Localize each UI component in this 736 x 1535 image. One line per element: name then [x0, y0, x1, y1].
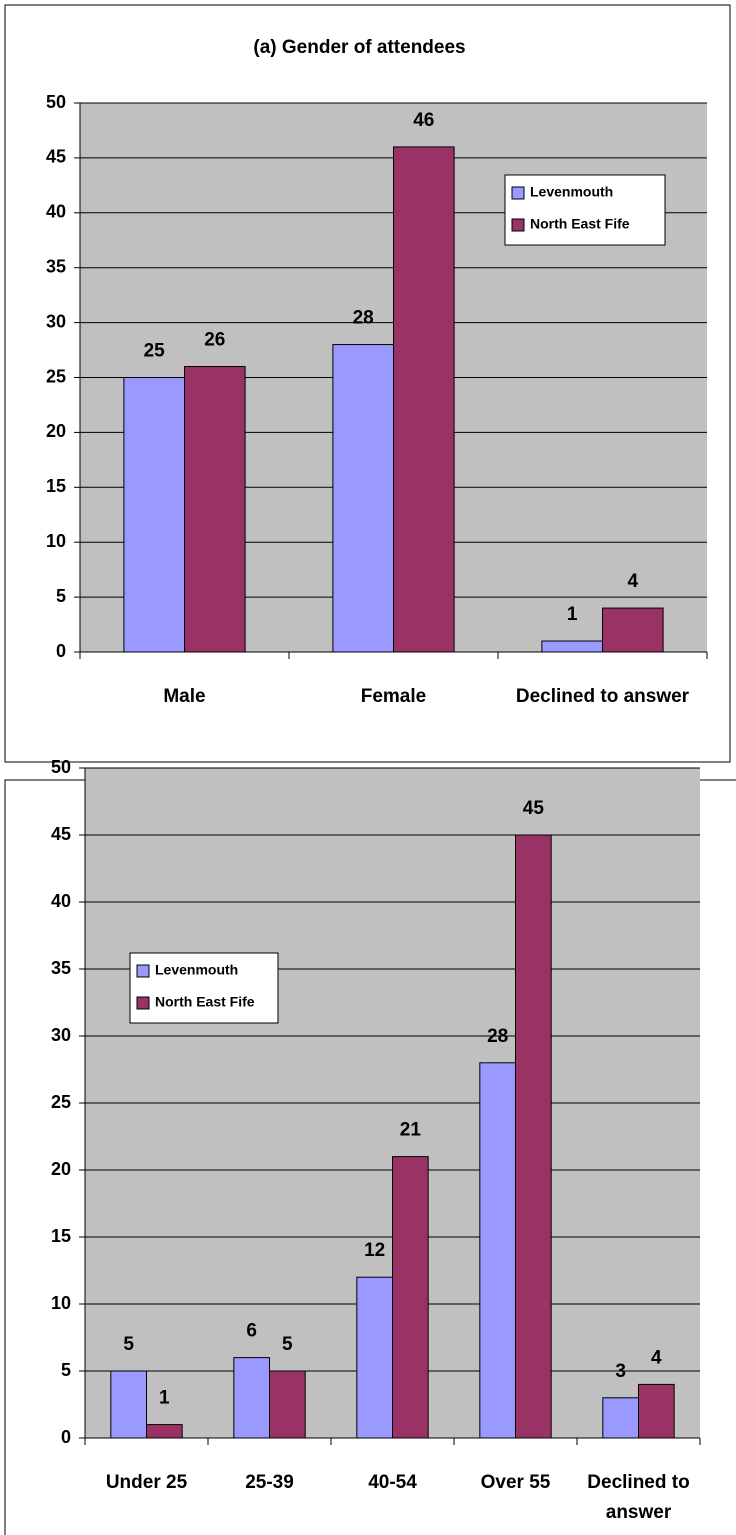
y-tick-label: 30: [46, 311, 66, 331]
y-tick-label: 5: [56, 586, 66, 606]
data-label: 4: [628, 571, 639, 592]
legend-swatch: [136, 996, 150, 1010]
data-label: 4: [651, 1347, 662, 1368]
x-tick-label: 25-39: [245, 1472, 294, 1493]
y-tick-label: 50: [51, 757, 71, 777]
y-tick-label: 25: [46, 366, 66, 386]
data-label: 28: [487, 1026, 508, 1047]
bar: [332, 344, 395, 653]
y-tick-label: 45: [46, 147, 66, 167]
y-tick-label: 15: [46, 476, 66, 496]
x-tick-label: Female: [360, 686, 427, 707]
data-label: 1: [567, 604, 578, 625]
chart-title: (a) Gender of attendees: [253, 37, 465, 58]
y-tick-label: 20: [46, 421, 66, 441]
data-label: 46: [413, 110, 434, 131]
bar: [602, 607, 664, 653]
data-label: 6: [246, 1321, 257, 1342]
data-label: 25: [144, 341, 166, 362]
x-tick-label: Male: [163, 686, 206, 707]
bar: [233, 1357, 270, 1439]
legend-label: North East Fife: [530, 216, 630, 232]
data-label: 5: [282, 1334, 293, 1355]
data-label: 12: [364, 1240, 385, 1261]
bar: [269, 1370, 306, 1439]
legend-swatch: [511, 186, 525, 200]
data-label: 21: [400, 1120, 422, 1141]
legend-label: Levenmouth: [530, 184, 613, 200]
legend-swatch: [511, 218, 525, 232]
data-label: 1: [159, 1388, 170, 1409]
y-tick-label: 50: [46, 92, 66, 112]
y-tick-label: 5: [61, 1360, 71, 1380]
legend-label: Levenmouth: [155, 962, 238, 978]
y-tick-label: 45: [51, 824, 71, 844]
data-label: 3: [615, 1361, 626, 1382]
y-tick-label: 30: [51, 1025, 71, 1045]
bar: [146, 1424, 183, 1439]
bar: [638, 1383, 675, 1439]
y-tick-label: 15: [51, 1226, 71, 1246]
bar: [602, 1397, 640, 1439]
x-tick-label: Over 55: [480, 1472, 551, 1493]
data-label: 26: [204, 330, 225, 351]
bar: [541, 640, 604, 653]
y-tick-label: 35: [46, 256, 66, 276]
bar: [123, 377, 185, 653]
x-tick-label: Under 25: [105, 1472, 188, 1493]
y-tick-label: 20: [51, 1159, 71, 1179]
y-tick-label: 25: [51, 1092, 71, 1112]
legend-swatch: [136, 964, 150, 978]
y-tick-label: 0: [61, 1427, 71, 1447]
x-tick-label: Declined to answer: [515, 686, 690, 707]
x-tick-label: 40-54: [368, 1472, 417, 1493]
y-tick-label: 10: [46, 531, 66, 551]
x-tick-label: Declined to answer: [587, 1472, 690, 1523]
bar: [392, 1156, 429, 1439]
y-tick-label: 0: [56, 641, 66, 661]
y-tick-label: 35: [51, 958, 71, 978]
bar: [515, 834, 552, 1439]
data-label: 45: [523, 798, 545, 819]
bar: [184, 366, 246, 653]
y-tick-label: 40: [51, 891, 71, 911]
bar: [110, 1370, 147, 1439]
data-label: 5: [123, 1334, 134, 1355]
bar: [479, 1062, 516, 1439]
y-tick-label: 10: [51, 1293, 71, 1313]
legend-label: North East Fife: [155, 994, 255, 1010]
legend-box: [129, 952, 279, 1024]
bar: [356, 1276, 393, 1439]
bar: [393, 146, 455, 653]
legend-box: [504, 174, 666, 246]
data-label: 28: [353, 308, 374, 329]
y-tick-label: 40: [46, 202, 66, 222]
